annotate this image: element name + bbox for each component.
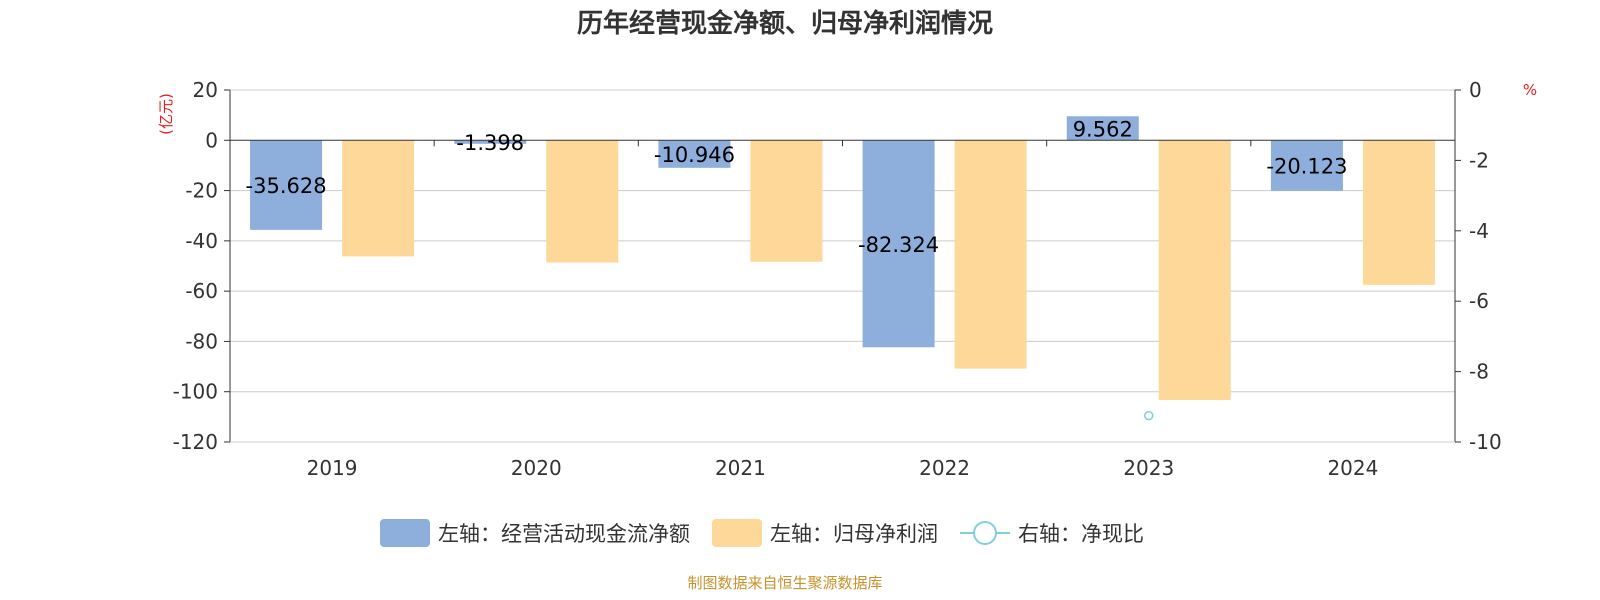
cash-flow-bar — [1066, 116, 1139, 141]
left-tick-label: -120 — [173, 430, 218, 454]
x-tick-label: 2022 — [919, 456, 970, 480]
cash-flow-bar — [250, 140, 323, 230]
ratio-point — [1144, 410, 1154, 421]
right-axis-unit: % — [1523, 81, 1537, 99]
chart-title: 历年经营现金净额、归母净利润情况 — [577, 8, 993, 39]
left-tick-label: 20 — [193, 78, 218, 102]
cash-flow-data-label: -35.628 — [246, 174, 327, 198]
x-tick-label: 2021 — [715, 456, 766, 480]
x-tick-label: 2024 — [1327, 456, 1378, 480]
x-tick-label: 2019 — [307, 456, 358, 480]
legend-item: 右轴：净现比 — [960, 521, 1144, 546]
cash-flow-data-label: 9.562 — [1073, 117, 1133, 141]
net-profit-bar — [750, 140, 823, 262]
cash-flow-data-label: -20.123 — [1266, 155, 1347, 179]
x-tick-label: 2023 — [1123, 456, 1174, 480]
bar-layer — [250, 116, 1435, 401]
left-axis-unit: (亿元) — [157, 93, 175, 135]
left-tick-label: -80 — [185, 329, 218, 353]
net-profit-bar — [954, 140, 1027, 369]
cash-flow-bar — [658, 140, 731, 168]
cash-flow-bar — [454, 140, 527, 144]
cash-flow-data-label: -82.324 — [858, 233, 939, 257]
net-profit-bar — [546, 140, 619, 263]
right-tick-label: -2 — [1469, 148, 1489, 172]
net-profit-bar — [342, 140, 415, 257]
right-tick-label: -8 — [1469, 360, 1489, 384]
left-tick-label: 0 — [205, 128, 218, 152]
x-tick-label: 2020 — [511, 456, 562, 480]
legend-label: 左轴：经营活动现金流净额 — [438, 522, 690, 546]
source-note: 制图数据来自恒生聚源数据库 — [687, 574, 882, 592]
cash-flow-bar — [862, 140, 935, 348]
right-tick-label: -10 — [1469, 430, 1502, 454]
legend-label: 左轴：归母净利润 — [770, 522, 938, 546]
left-tick-label: -20 — [185, 179, 218, 203]
cash-flow-data-label: -1.398 — [456, 131, 524, 155]
net-profit-bar — [1362, 140, 1435, 285]
right-tick-label: 0 — [1469, 78, 1482, 102]
right-tick-label: -6 — [1469, 289, 1489, 313]
axis-layer: 20 0 -20 -40 -60 -80 -100 -120 0 -2 -4 -6 -8 -10 2019 2… — [173, 78, 1502, 480]
legend-item: 左轴：经营活动现金流净额 — [380, 519, 690, 547]
legend-marker — [973, 521, 997, 545]
left-tick-label: -100 — [173, 380, 218, 404]
legend-label: 右轴：净现比 — [1018, 522, 1144, 546]
legend-swatch — [712, 519, 762, 547]
legend-item: 左轴：归母净利润 — [712, 519, 938, 547]
right-tick-label: -4 — [1469, 219, 1489, 243]
left-tick-label: -40 — [185, 229, 218, 253]
net-profit-bar — [1158, 140, 1231, 401]
legend-swatch — [380, 519, 430, 547]
label-layer: -35.628 -1.398 -10.946 -82.324 9.562 -20.123 — [246, 117, 1347, 421]
cash-flow-data-label: -10.946 — [654, 143, 735, 167]
legend: 左轴：经营活动现金流净额 左轴：归母净利润 右轴：净现比 — [380, 519, 1144, 547]
left-tick-label: -60 — [185, 279, 218, 303]
cash-flow-bar — [1270, 140, 1343, 191]
